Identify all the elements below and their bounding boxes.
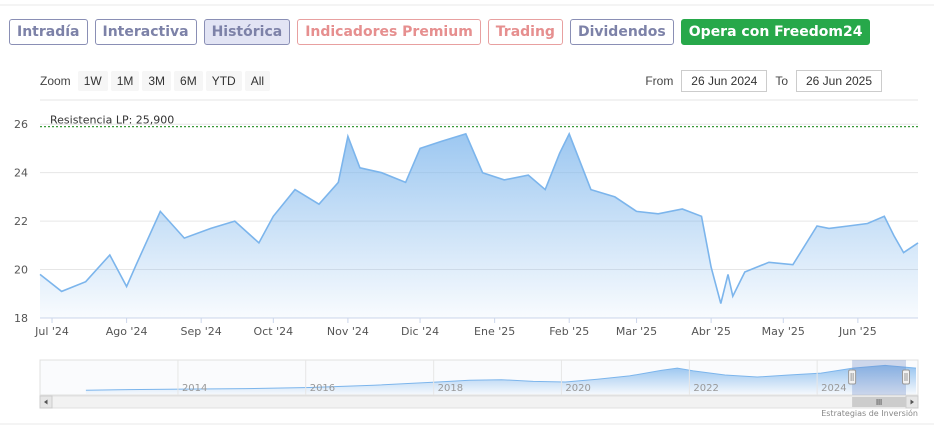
y-tick-label: 24 bbox=[14, 167, 28, 180]
y-tick-label: 18 bbox=[14, 312, 28, 325]
chart-credit: Estrategias de Inversión bbox=[821, 409, 918, 418]
x-tick-label: Dic '24 bbox=[401, 325, 439, 338]
x-tick-label: May '25 bbox=[762, 325, 805, 338]
zoom-selector: Zoom 1W 1M 3M 6M YTD All bbox=[40, 71, 271, 91]
zoom-ytd-button[interactable]: YTD bbox=[205, 71, 242, 91]
from-label: From bbox=[645, 74, 674, 88]
scrollbar-track[interactable] bbox=[39, 395, 919, 409]
tab-historic[interactable]: Histórica bbox=[203, 19, 291, 45]
date-range: From 26 Jun 2024 To 26 Jun 2025 bbox=[645, 70, 882, 92]
y-tick-label: 22 bbox=[14, 215, 28, 228]
x-tick-label: Jul '24 bbox=[34, 325, 69, 338]
tab-premium-indicators[interactable]: Indicadores Premium bbox=[297, 19, 481, 45]
trade-with-freedom24-button[interactable]: Opera con Freedom24 bbox=[680, 19, 871, 45]
x-tick-label: Ene '25 bbox=[474, 325, 515, 338]
zoom-1w-button[interactable]: 1W bbox=[77, 71, 108, 91]
navigator-year-label: 2020 bbox=[565, 383, 590, 394]
tab-intraday[interactable]: Intradía bbox=[9, 19, 88, 45]
navigator-line bbox=[85, 364, 917, 391]
zoom-label: Zoom bbox=[40, 74, 71, 88]
from-date-input[interactable]: 26 Jun 2024 bbox=[681, 70, 768, 92]
x-tick-label: Ago '24 bbox=[106, 325, 148, 338]
navigator-year-label: 2018 bbox=[438, 383, 463, 394]
price-line bbox=[39, 131, 919, 304]
navigator-left-handle[interactable] bbox=[848, 369, 857, 385]
arrow-right-icon bbox=[910, 399, 914, 405]
tab-trading[interactable]: Trading bbox=[487, 19, 563, 45]
tab-dividends[interactable]: Dividendos bbox=[569, 19, 674, 45]
navigator-area bbox=[85, 365, 916, 394]
zoom-6m-button[interactable]: 6M bbox=[174, 71, 203, 91]
x-tick-label: Abr '25 bbox=[691, 325, 731, 338]
to-label: To bbox=[775, 74, 788, 88]
tab-interactive[interactable]: Interactiva bbox=[94, 19, 197, 45]
arrow-left-icon bbox=[44, 399, 48, 405]
y-tick-label: 20 bbox=[14, 264, 28, 277]
x-tick-label: Sep '24 bbox=[181, 325, 222, 338]
navigator-year-label: 2016 bbox=[310, 383, 335, 394]
x-tick-label: Jun '25 bbox=[838, 325, 877, 338]
x-tick-label: Nov '24 bbox=[327, 325, 369, 338]
resistance-annotation: Resistencia LP: 25,900 bbox=[50, 114, 174, 127]
y-tick-label: 26 bbox=[14, 118, 28, 131]
zoom-1m-button[interactable]: 1M bbox=[110, 71, 140, 91]
x-tick-label: Mar '25 bbox=[616, 325, 657, 338]
zoom-all-button[interactable]: All bbox=[244, 71, 271, 91]
navigator-year-label: 2014 bbox=[182, 383, 207, 394]
navigator-year-label: 2024 bbox=[821, 383, 846, 394]
price-area bbox=[40, 133, 918, 318]
navigator-selection[interactable] bbox=[852, 360, 906, 395]
x-tick-label: Oct '24 bbox=[254, 325, 294, 338]
navigator-year-label: 2022 bbox=[693, 383, 718, 394]
zoom-3m-button[interactable]: 3M bbox=[142, 71, 172, 91]
x-tick-label: Feb '25 bbox=[549, 325, 589, 338]
navigator-right-handle[interactable] bbox=[902, 369, 910, 385]
tab-bar: Intradía Interactiva Histórica Indicador… bbox=[9, 19, 871, 45]
to-date-input[interactable]: 26 Jun 2025 bbox=[796, 70, 882, 92]
